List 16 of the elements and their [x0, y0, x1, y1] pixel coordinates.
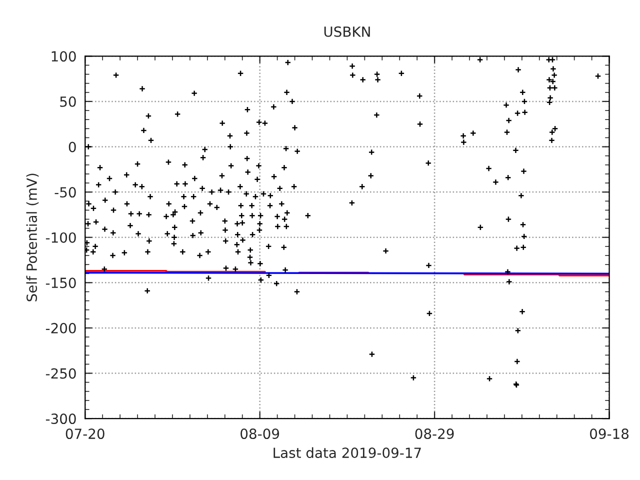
- y-tick-label: -100: [46, 232, 76, 243]
- x-axis-title: Last data 2019-09-17: [274, 447, 421, 458]
- x-tick-label: 08-09: [240, 428, 280, 440]
- x-tick-label: 09-18: [590, 428, 629, 440]
- y-tick-label: -150: [46, 278, 76, 288]
- y-tick-label: 50: [60, 96, 76, 107]
- y-tick-label: 100: [52, 51, 76, 62]
- x-tick-label: 07-20: [66, 428, 104, 440]
- y-axis-title: Self Potential (mV): [26, 174, 39, 302]
- y-tick-label: -50: [54, 187, 76, 198]
- y-tick-label: -200: [46, 322, 76, 334]
- y-tick-label: -250: [46, 368, 76, 379]
- y-tick-label: 0: [68, 142, 76, 152]
- y-tick-label: -300: [46, 414, 76, 424]
- x-tick-label: 08-29: [415, 428, 454, 440]
- chart-title: USBKN: [324, 26, 370, 37]
